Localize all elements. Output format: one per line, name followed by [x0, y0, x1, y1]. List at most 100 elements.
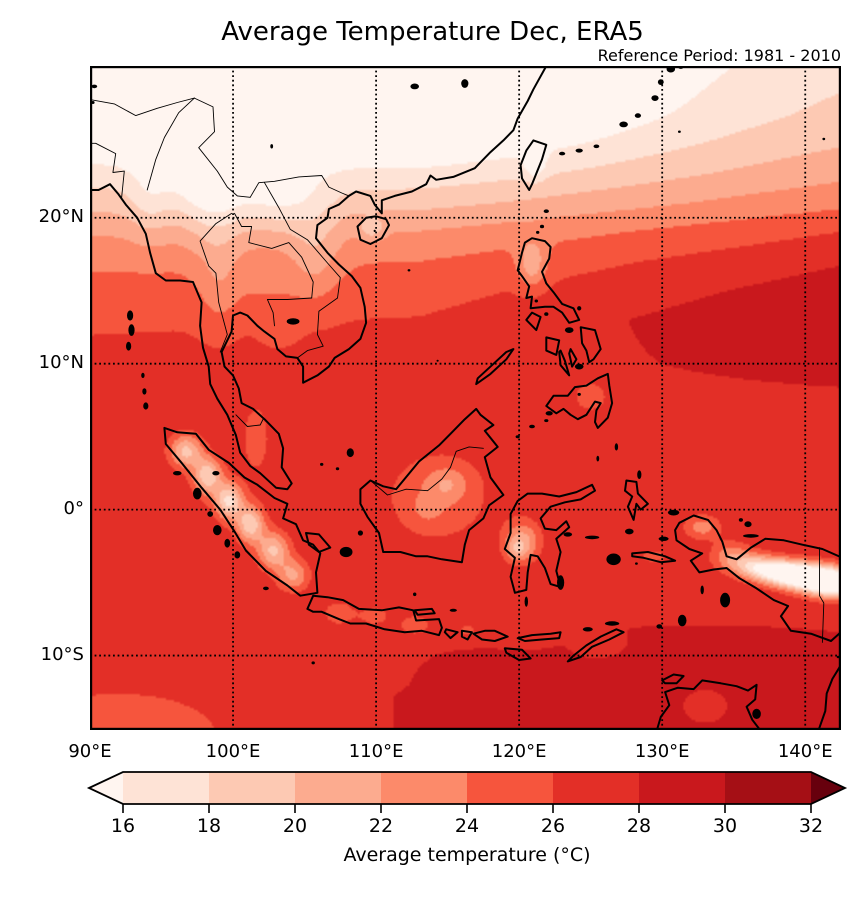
island-dot: [286, 318, 300, 325]
island-dot: [270, 144, 274, 149]
colorbar-segment: [553, 772, 639, 804]
border-path: [249, 175, 350, 198]
island-dot: [637, 470, 642, 479]
island-dot: [606, 553, 621, 566]
island-dot: [461, 79, 469, 88]
island-dot: [544, 312, 549, 316]
island-dot: [213, 525, 222, 536]
coastline-path: [817, 661, 841, 730]
coastline-path: [90, 66, 548, 491]
colorbar-segment: [381, 772, 467, 804]
island-dot: [563, 532, 573, 537]
island-dot: [574, 363, 584, 370]
coastline-path: [460, 629, 473, 641]
colorbar-outline: [86, 771, 848, 805]
colorbar-tick-label: 18: [196, 815, 222, 837]
coastline-path: [443, 628, 459, 640]
island-dot: [700, 585, 704, 595]
island-dot: [524, 596, 528, 607]
island-dot: [173, 471, 182, 476]
island-dot: [539, 224, 545, 229]
colorbar-tick-label: 32: [798, 815, 824, 837]
border-path: [90, 97, 195, 117]
island-dot: [234, 551, 241, 559]
coastline-path: [413, 607, 436, 616]
island-dot: [407, 269, 411, 272]
border-path: [146, 97, 195, 191]
colorbar-segment: [467, 772, 553, 804]
island-dot: [545, 411, 553, 416]
colorbar-arrow-left: [89, 772, 123, 804]
island-dot: [311, 661, 315, 665]
island-dot: [534, 299, 538, 303]
island-dot: [413, 592, 417, 597]
coastline-path: [503, 647, 532, 661]
island-dot: [635, 562, 638, 565]
coastline-path: [655, 679, 762, 730]
island-dot: [410, 83, 420, 90]
map-overlay-svg: [90, 66, 841, 730]
island-dot: [557, 575, 565, 590]
colorbar-tick-label: 20: [282, 815, 308, 837]
colorbar-tick-label: 28: [626, 815, 652, 837]
island-dot: [836, 655, 840, 659]
island-dot: [373, 229, 376, 233]
island-dot: [634, 113, 642, 118]
x-tick-label: 130°E: [634, 741, 690, 762]
coastline-path: [566, 628, 625, 663]
y-tick-label: 10°S: [40, 643, 84, 665]
island-dot: [128, 324, 135, 336]
colorbar-segment: [209, 772, 295, 804]
island-dot: [582, 627, 593, 632]
coastline-path: [356, 215, 390, 245]
colorbar-tick-label: 26: [540, 815, 566, 837]
island-dot: [536, 230, 540, 234]
coastline-path: [568, 348, 578, 368]
island-dot: [575, 148, 583, 153]
island-dot: [91, 84, 98, 89]
coastline-path: [359, 407, 505, 564]
island-dot: [678, 130, 681, 133]
plot-title: Average Temperature Dec, ERA5: [221, 17, 644, 47]
y-tick-label: 10°N: [38, 351, 84, 373]
temperature-field-canvas: [90, 66, 841, 730]
island-dot: [543, 209, 549, 213]
island-dot: [743, 534, 759, 538]
border-path: [234, 212, 314, 299]
coastline-path: [558, 349, 571, 377]
island-dot: [207, 511, 214, 517]
colorbar-tick-label: 24: [454, 815, 480, 837]
island-dot: [449, 608, 457, 612]
plot-subtitle: Reference Period: 1981 - 2010: [597, 46, 841, 65]
colorbar-segment: [123, 772, 209, 804]
border-path: [90, 142, 125, 200]
island-dot: [577, 306, 582, 311]
island-dot: [604, 621, 620, 626]
island-dot: [346, 448, 354, 458]
island-dot: [667, 509, 680, 516]
island-dot: [529, 424, 535, 429]
island-dot: [577, 392, 581, 396]
y-tick-label: 20°N: [38, 205, 84, 227]
island-dot: [544, 419, 549, 423]
x-tick-label: 110°E: [348, 741, 404, 762]
coastline-path: [305, 532, 332, 553]
coastline-path: [503, 483, 596, 594]
x-tick-label: 90°E: [68, 741, 112, 762]
border-path: [264, 182, 341, 299]
island-dot: [651, 95, 659, 101]
island-dot: [212, 471, 220, 476]
coastline-path: [545, 336, 561, 356]
border-path: [193, 97, 251, 198]
colorbar-label: Average temperature (°C): [343, 844, 591, 866]
coastline-path: [475, 348, 515, 386]
island-dot: [559, 151, 566, 156]
coastline-path: [525, 311, 542, 332]
island-dot: [126, 341, 132, 351]
colorbar-tick-label: 16: [110, 815, 136, 837]
coastline-path: [579, 326, 602, 364]
colorbar-segment: [639, 772, 725, 804]
island-dot: [593, 144, 600, 149]
border-path: [266, 297, 313, 300]
